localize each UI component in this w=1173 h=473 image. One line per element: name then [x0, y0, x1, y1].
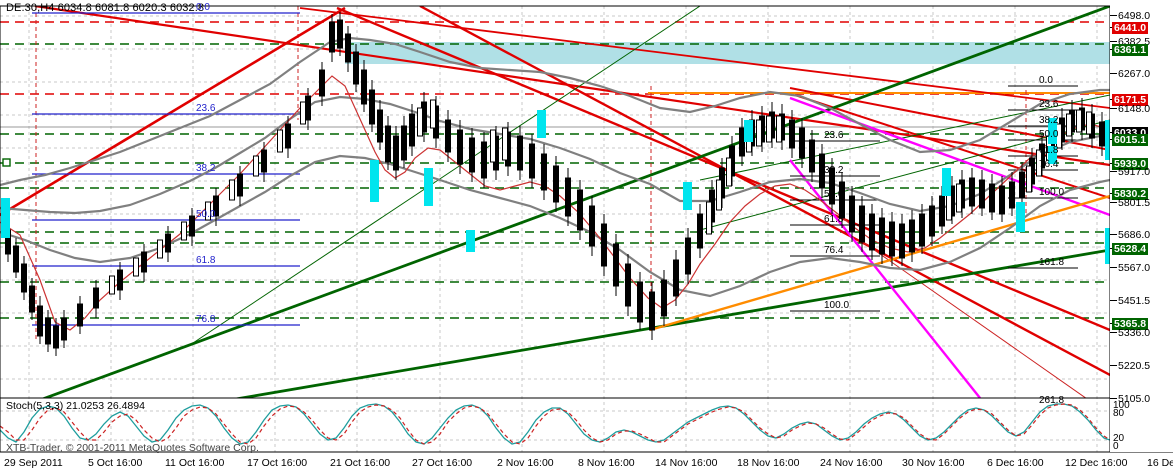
date-axis-label: 24 Nov 16:00: [820, 457, 883, 469]
fib-level-label: 76.4: [1039, 159, 1059, 170]
red-level-lines: [0, 21, 1110, 95]
fib-level-label: 38.2: [824, 165, 844, 176]
level-handle-marker[interactable]: [2, 158, 11, 167]
fib-level-label: 38.2: [1039, 115, 1059, 126]
price-tick-label: 5220.5: [1118, 360, 1151, 372]
stochastic-signal-line: [0, 403, 1110, 445]
price-tick-mark: [1110, 365, 1117, 366]
price-tick-mark: [1110, 234, 1117, 235]
fib-level-label: 100.0: [824, 300, 850, 311]
date-axis-label: 5 Oct 16:00: [88, 457, 143, 469]
price-tick-label: 5686.0: [1118, 229, 1151, 241]
price-tick-label: 6148.0: [1118, 103, 1151, 115]
fib-level-label: 61.8: [1039, 145, 1059, 156]
fib-level-label: 23.6: [824, 130, 844, 141]
price-label-box: 6015.1: [1112, 134, 1149, 146]
fib-left-blue-extensions: [232, 12, 300, 326]
price-label-box: 6361.1: [1112, 44, 1149, 56]
date-axis-label: 2 Nov 16:00: [497, 457, 554, 469]
date-axis-label: 17 Oct 16:00: [247, 457, 308, 469]
fib-left-blue-lines: [32, 12, 232, 326]
price-tick-label: 5336.0: [1118, 327, 1151, 339]
zone-rectangle: [345, 42, 1110, 64]
price-label-box: 6171.5: [1112, 94, 1149, 106]
symbol-header: DE.30,H4 6034.8 6081.8 6020.3 6032.8: [6, 2, 205, 14]
price-label-box: 5939.0: [1112, 158, 1149, 170]
cyan-bar-markers: [1, 110, 1110, 264]
date-axis[interactable]: 29 Sep 2011 5 Oct 16:00 11 Oct 16:00 17 Oct…: [0, 455, 1173, 473]
price-tick-label: 5917.0: [1118, 166, 1151, 178]
price-tick-mark: [1110, 15, 1117, 16]
stoch-level-80: 80: [1113, 408, 1125, 419]
date-axis-label: 27 Oct 16:00: [412, 457, 473, 469]
stochastic-header: Stoch(5,3,3) 21.0253 26.4894: [6, 400, 145, 412]
price-tick-mark: [1110, 73, 1117, 74]
fib-level-label: 76.8: [196, 314, 216, 325]
price-label-box: 5628.4: [1112, 243, 1149, 255]
date-axis-label: 30 Nov 16:00: [902, 457, 965, 469]
price-tick-label: 6498.0: [1118, 10, 1151, 22]
date-axis-label: 14 Nov 16:00: [655, 457, 718, 469]
fib-level-label: 100.0: [1039, 187, 1065, 198]
price-label-box: 5365.8: [1112, 318, 1149, 330]
price-label-box: 5830.2: [1112, 188, 1149, 200]
date-axis-label: 29 Sep 2011: [4, 457, 63, 469]
price-tick-mark: [1110, 171, 1117, 172]
price-tick-mark: [1110, 41, 1117, 42]
price-tick-label: 5801.5: [1118, 197, 1151, 209]
date-axis-label: 16 Dec 16:00: [1147, 457, 1173, 469]
price-tick-label: 5567.0: [1118, 262, 1151, 274]
fib-level-label: 23.6: [196, 103, 216, 114]
fib-level-label: 161.8: [1039, 257, 1065, 268]
price-tick-mark: [1110, 108, 1117, 109]
fib-level-label: 61.8: [196, 255, 216, 266]
date-axis-label: 11 Oct 16:00: [165, 457, 225, 469]
price-tick-mark: [1110, 398, 1117, 399]
candlestick-series: [5, 12, 1105, 356]
date-axis-label: 6 Dec 16:00: [987, 457, 1044, 469]
price-axis[interactable]: 6498.0 6441.0 6382.5 6361.1 6267.0 6171.5 6148…: [1110, 0, 1173, 452]
fib-level-label: 38.2: [196, 163, 216, 174]
copyright-text: XTB-Trader, © 2001-2011 MetaQuotes Softw…: [6, 442, 259, 454]
stochastic-panel: [0, 403, 1110, 445]
price-tick-mark: [1110, 202, 1117, 203]
date-axis-label: 18 Nov 16:00: [737, 457, 800, 469]
trendlines: [0, 6, 1110, 398]
date-axis-label: 8 Nov 16:00: [578, 457, 635, 469]
fib-level-label: 50.0: [1039, 129, 1059, 140]
fib-level-label: 0.0: [196, 2, 210, 13]
stoch-level-100: 100: [1113, 400, 1130, 411]
moving-average-line: [0, 75, 1110, 331]
fib-level-label: 61.8: [824, 214, 844, 225]
price-tick-label: 6267.0: [1118, 68, 1151, 80]
price-label-box: 6441.0: [1112, 22, 1149, 34]
price-tick-label: 5105.0: [1118, 393, 1151, 405]
price-tick-mark: [1110, 300, 1117, 301]
date-axis-label: 21 Oct 16:00: [330, 457, 391, 469]
fib-level-label: 50.0: [196, 209, 216, 220]
price-tick-mark: [1110, 267, 1117, 268]
fib-level-label: 76.4: [824, 245, 844, 256]
fib-level-label: 0.0: [1039, 75, 1053, 86]
fib-level-label: 50.0: [824, 189, 844, 200]
stoch-level-0: 0: [1113, 441, 1119, 452]
fib-level-label: 261.8: [1039, 395, 1065, 406]
date-axis-label: 12 Dec 16:00: [1065, 457, 1128, 469]
stochastic-main-line: [0, 403, 1110, 445]
fib-level-label: 23.6: [1039, 99, 1059, 110]
price-tick-label: 5451.5: [1118, 295, 1151, 307]
stoch-level-20: 20: [1113, 433, 1125, 444]
price-tick-mark: [1110, 332, 1117, 333]
